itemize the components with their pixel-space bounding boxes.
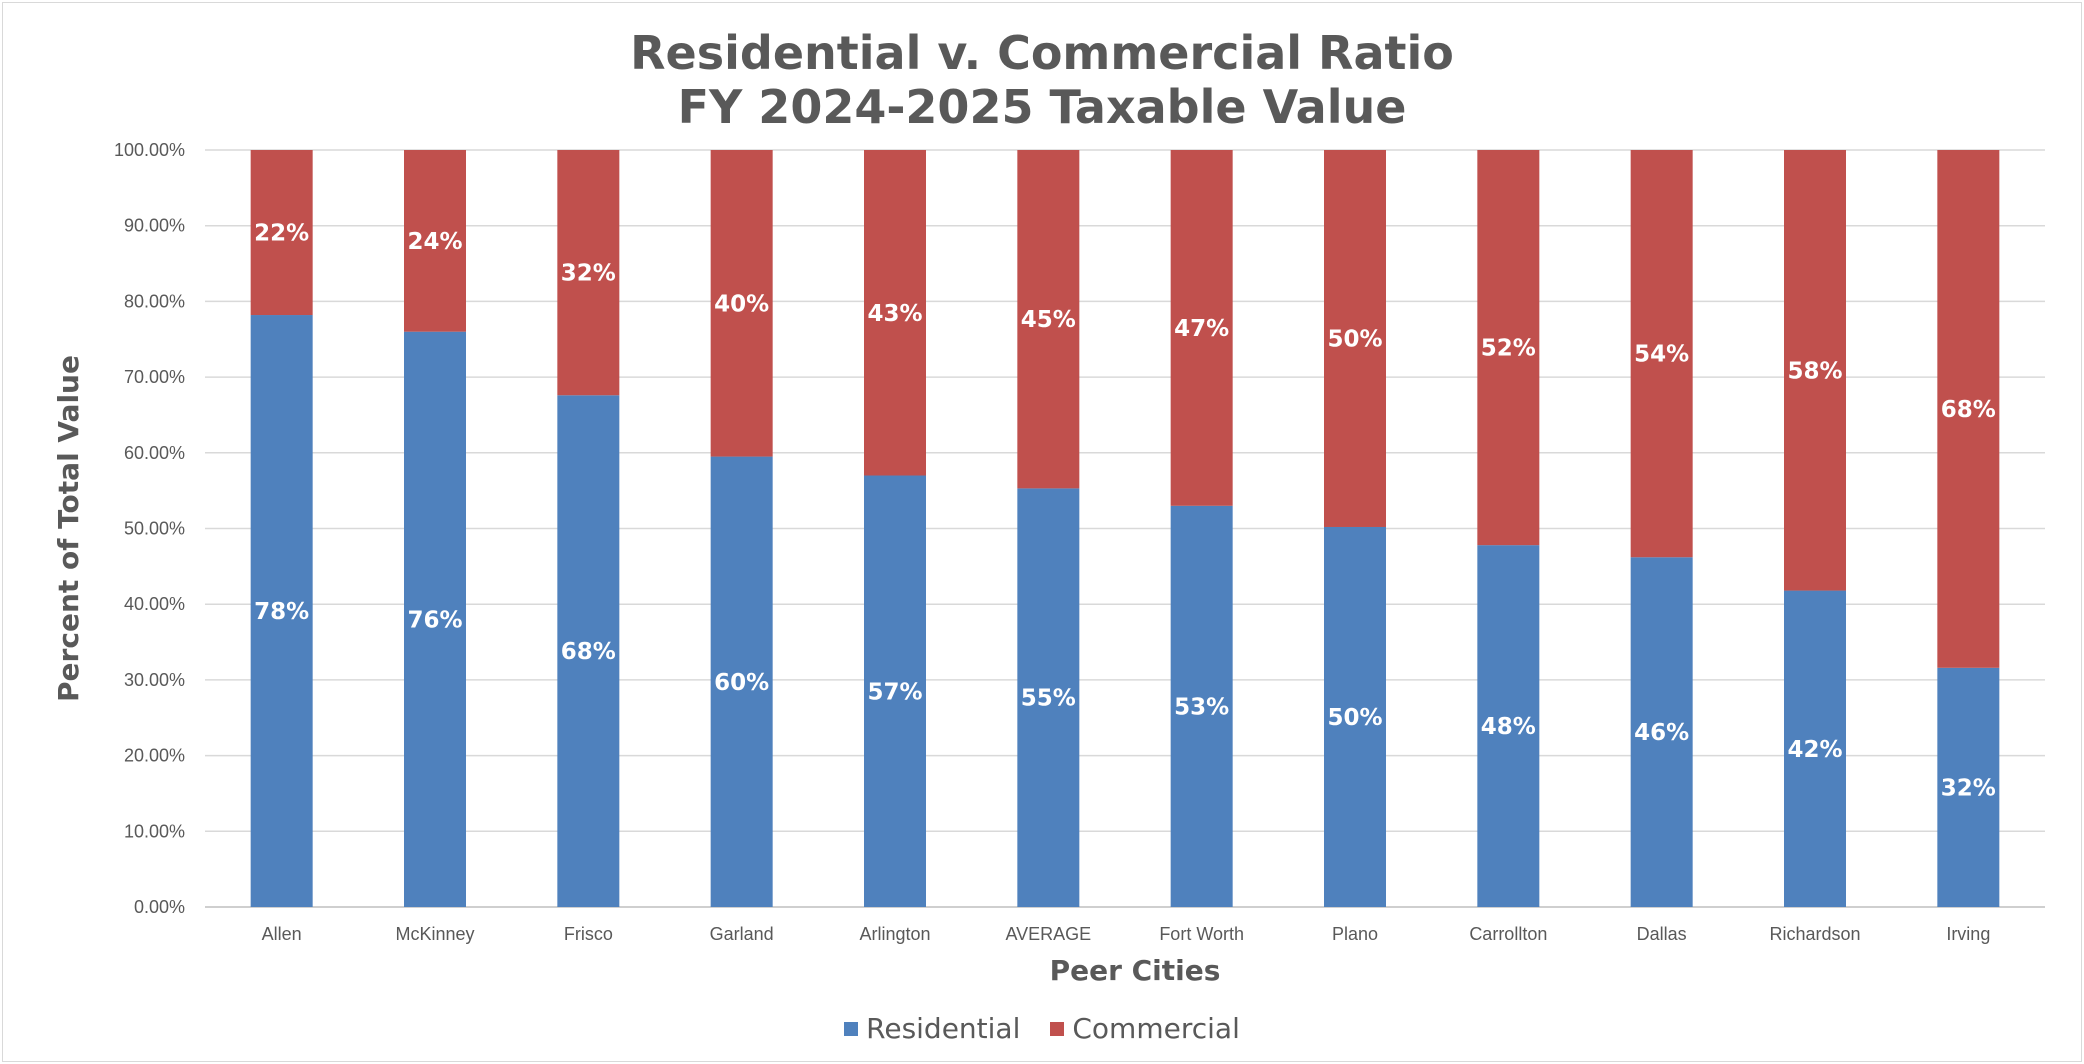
data-label: 24% [407,229,462,255]
data-label: 48% [1481,714,1536,740]
y-tick-label: 90.00% [124,216,185,236]
y-tick-label: 10.00% [124,821,185,841]
data-label: 40% [714,291,769,317]
bar-commercial [1017,150,1080,489]
bar-commercial [1784,150,1846,591]
data-label: 68% [1941,397,1996,423]
bar-commercial [1477,150,1540,546]
data-label: 78% [254,599,309,625]
x-tick-label: Carrollton [1469,924,1547,944]
y-tick-label: 100.00% [114,140,185,160]
data-label: 60% [714,670,769,696]
data-label: 68% [561,639,616,665]
bar-commercial [557,150,620,396]
y-tick-label: 80.00% [124,291,185,311]
y-tick-label: 40.00% [124,594,185,614]
bar-residential [1937,667,2000,907]
data-label: 47% [1174,316,1229,342]
x-tick-label: Garland [710,924,774,944]
bar-commercial [864,150,926,476]
x-tick-label: Allen [262,924,302,944]
x-tick-label: Plano [1332,924,1378,944]
chart-legend: Residential Commercial [0,1012,2084,1045]
y-axis-title: Percent of Total Value [52,355,85,702]
bar-residential [864,475,926,907]
x-tick-label: AVERAGE [1005,924,1091,944]
data-label: 58% [1787,358,1842,384]
x-tick-label: Frisco [564,924,613,944]
x-tick-label: Irving [1946,924,1990,944]
x-tick-label: Fort Worth [1159,924,1244,944]
bar-commercial [1937,150,2000,668]
chart-plot: 0.00% 10.00% 20.00% 30.00% 40.00% 50.00% 60.00… [52,140,2045,987]
bar-residential [1324,526,1386,907]
bar-commercial [1324,150,1386,527]
bar-commercial [1630,150,1693,558]
data-label: 42% [1787,737,1842,763]
bar-residential [1017,488,1080,907]
y-tick-label: 50.00% [124,519,185,539]
bar-residential [1477,545,1540,907]
x-tick-label: McKinney [395,924,474,944]
data-label: 32% [561,261,616,287]
y-tick-label: 0.00% [134,897,185,917]
data-label: 45% [1021,307,1076,333]
chart-subtitle: FY 2024-2025 Taxable Value [677,80,1407,134]
bar-residential [557,395,620,907]
chart-title: Residential v. Commercial Ratio [630,26,1454,80]
x-tick-label: Richardson [1769,924,1860,944]
x-tick-label: Dallas [1637,924,1687,944]
x-tick-label: Arlington [859,924,930,944]
data-label: 46% [1634,720,1689,746]
data-label: 54% [1634,342,1689,368]
data-label: 55% [1021,686,1076,712]
data-label: 50% [1327,705,1382,731]
legend-item-residential: Residential [844,1012,1020,1045]
y-tick-label: 30.00% [124,670,185,690]
bar-residential [404,331,466,907]
bar-residential [1170,505,1233,907]
bar-commercial [1170,150,1233,506]
bar-residential [1784,590,1846,907]
data-label: 57% [867,679,922,705]
data-label: 52% [1481,336,1536,362]
legend-swatch-commercial [1050,1021,1065,1036]
data-label: 43% [867,301,922,327]
y-tick-label: 20.00% [124,746,185,766]
legend-swatch-residential [844,1021,859,1036]
legend-label-commercial: Commercial [1072,1012,1240,1045]
x-axis-title: Peer Cities [1050,954,1221,987]
data-label: 32% [1941,775,1996,801]
data-label: 76% [407,607,462,633]
bar-residential [1630,557,1693,907]
data-label: 22% [254,221,309,247]
data-label: 50% [1327,326,1382,352]
bar-commercial [250,150,313,316]
bar-residential [250,315,313,907]
bar-commercial [404,150,466,332]
legend-item-commercial: Commercial [1050,1012,1240,1045]
y-tick-label: 60.00% [124,443,185,463]
bar-residential [710,456,773,907]
bar-commercial [710,150,773,457]
y-tick-label: 70.00% [124,367,185,387]
legend-label-residential: Residential [866,1012,1021,1045]
data-label: 53% [1174,694,1229,720]
